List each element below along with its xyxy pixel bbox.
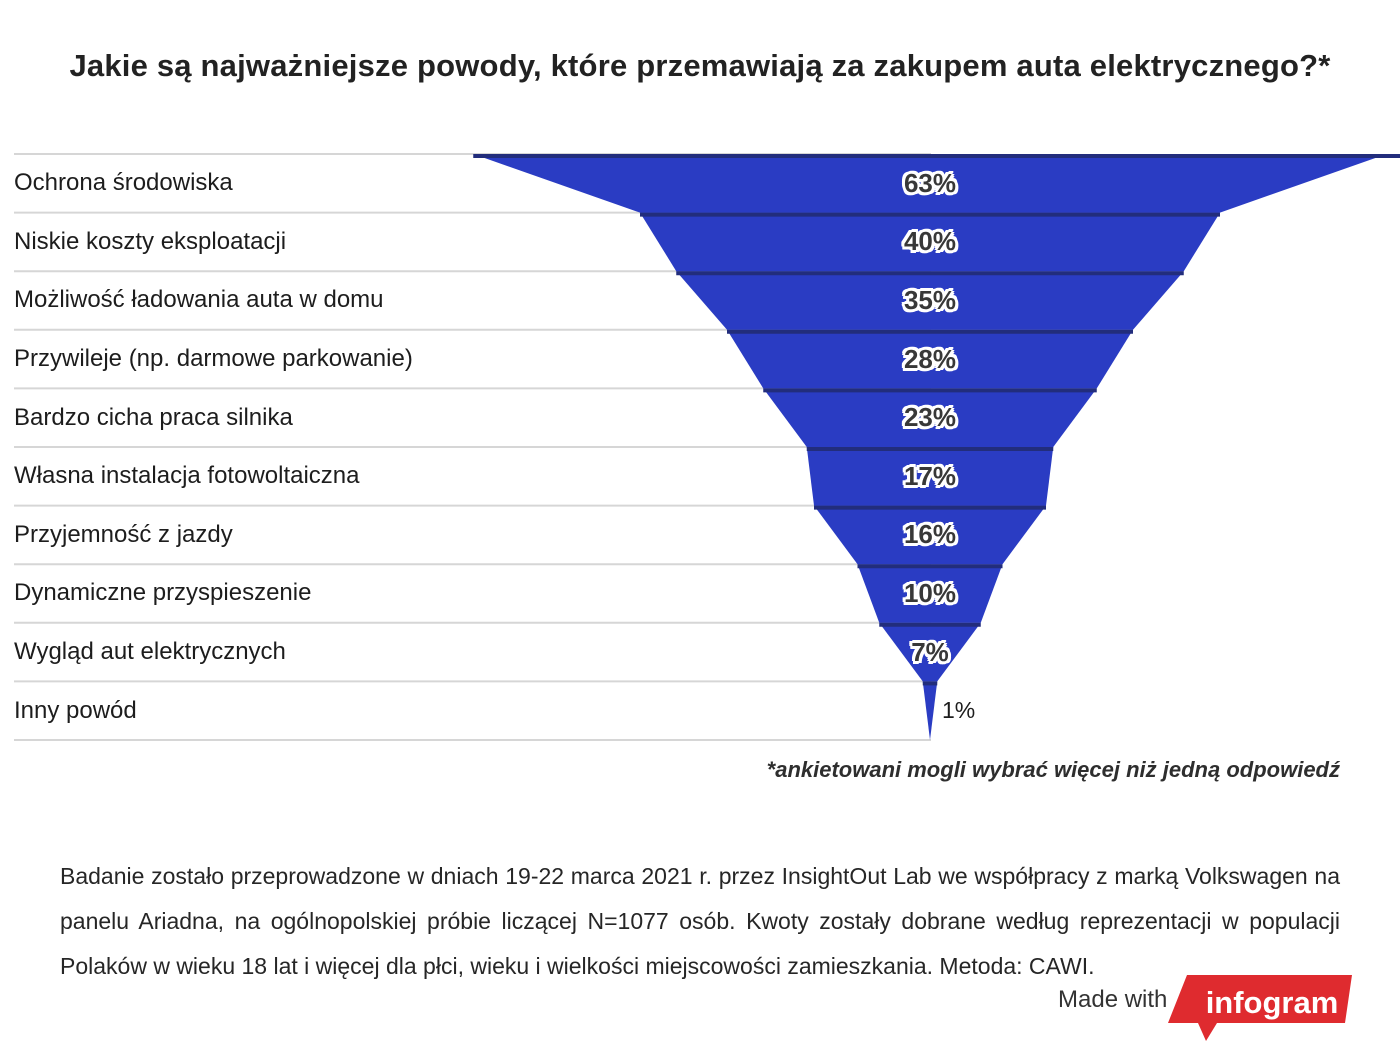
category-label: Dynamiczne przyspieszenie	[14, 579, 312, 607]
value-label: 23%	[903, 402, 957, 433]
category-label: Inny powód	[14, 696, 137, 724]
value-label: 10%	[903, 577, 957, 608]
funnel-segment	[806, 447, 1054, 506]
category-label: Wygląd aut elektrycznych	[14, 638, 286, 666]
funnel-segment	[727, 329, 1133, 389]
category-label: Własna instalacja fotowoltaiczna	[14, 462, 360, 490]
value-label: 16%	[903, 519, 957, 550]
funnel-segment	[640, 212, 1220, 272]
value-label: 63%	[903, 167, 957, 198]
made-with-label: Made with	[1058, 986, 1168, 1013]
funnel-segment	[814, 505, 1046, 565]
chart-footnote: *ankietowani mogli wybrać więcej niż jed…	[766, 757, 1340, 782]
value-label: 1%	[942, 697, 976, 724]
funnel-segment	[857, 564, 1003, 623]
value-label: 28%	[903, 343, 957, 374]
funnel-segment	[922, 681, 938, 740]
category-label: Niskie koszty eksploatacji	[14, 227, 287, 255]
study-description: Badanie zostało przeprowadzone w dniach …	[60, 863, 1340, 979]
infogram-flag-shape	[1168, 975, 1352, 1041]
funnel-segment	[473, 154, 1387, 213]
value-label: 35%	[903, 284, 957, 315]
funnel-segment	[879, 622, 981, 682]
category-label: Możliwość ładowania auta w domu	[14, 286, 384, 314]
value-label: 40%	[903, 226, 957, 257]
infogram-logo: infogram	[1168, 975, 1352, 1041]
funnel-segment	[676, 271, 1184, 330]
category-label: Przyjemność z jazdy	[14, 520, 233, 548]
value-label: 17%	[903, 460, 957, 491]
category-label: Ochrona środowiska	[14, 169, 233, 197]
funnel-segment	[763, 388, 1097, 447]
category-label: Przywileje (np. darmowe parkowanie)	[14, 345, 413, 373]
chart-title: Jakie są najważniejsze powody, które prz…	[69, 48, 1331, 83]
funnel-chart	[14, 153, 1400, 741]
infogram-logo-text: infogram	[1206, 985, 1339, 1020]
category-label: Bardzo cicha praca silnika	[14, 403, 293, 431]
value-label: 7%	[911, 636, 949, 667]
